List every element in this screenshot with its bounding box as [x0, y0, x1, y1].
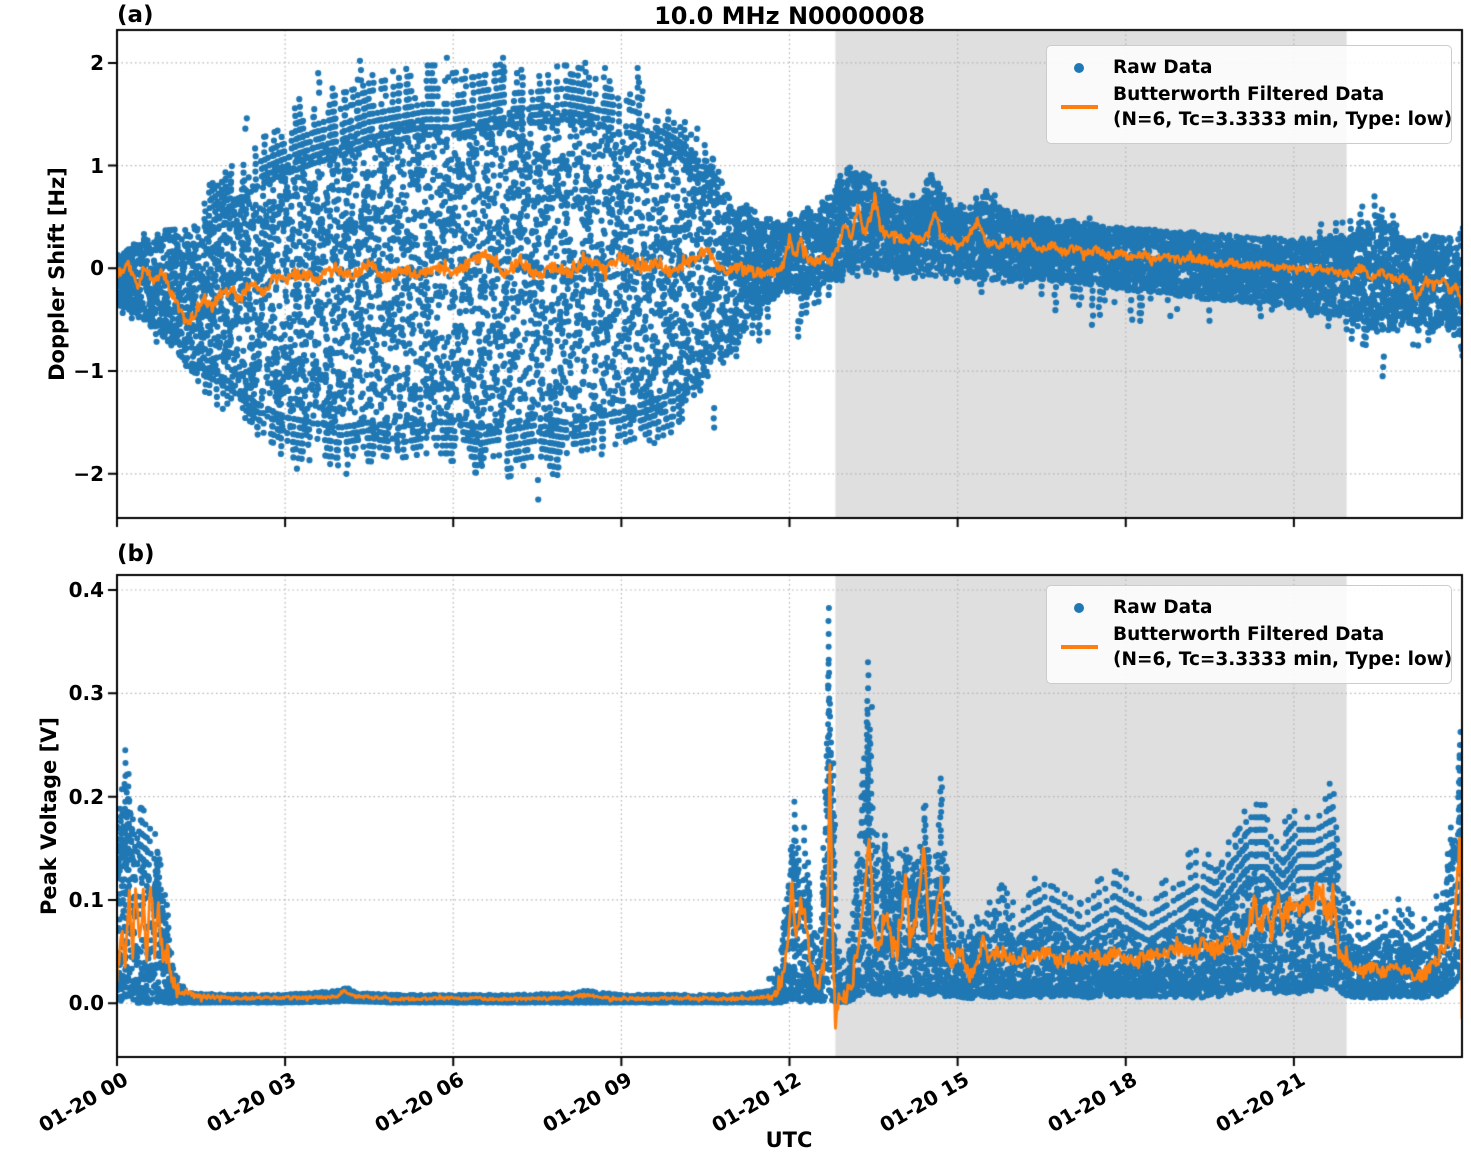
legend-entry-filtered: Butterworth Filtered Data (N=6, Tc=3.3333…	[1061, 622, 1452, 672]
legend-filtered-label: Butterworth Filtered Data (N=6, Tc=3.3333…	[1113, 82, 1452, 132]
filtered-line-swatch-icon	[1061, 105, 1098, 109]
legend-entry-raw: Raw Data	[1061, 55, 1441, 80]
raw-data-marker-handle	[1061, 62, 1113, 73]
filtered-line-handle	[1061, 105, 1113, 109]
legend-filtered-label-line1: Butterworth Filtered Data	[1113, 84, 1385, 105]
legend-raw-label: Raw Data	[1113, 597, 1213, 618]
legend-filtered-label-line2: (N=6, Tc=3.3333 min, Type: low)	[1113, 109, 1453, 130]
legend-raw-label: Raw Data	[1113, 57, 1213, 78]
legend-doppler: Raw Data Butterworth Filtered Data (N=6, …	[1046, 45, 1452, 144]
filtered-line-swatch-icon	[1061, 645, 1098, 649]
legend-filtered-label-line1: Butterworth Filtered Data	[1113, 624, 1385, 645]
raw-data-marker-handle	[1061, 602, 1113, 613]
raw-data-marker-icon	[1074, 602, 1084, 613]
raw-data-marker-icon	[1074, 62, 1084, 73]
legend-voltage: Raw Data Butterworth Filtered Data (N=6, …	[1046, 585, 1452, 684]
legend-entry-raw: Raw Data	[1061, 595, 1441, 620]
filtered-line-handle	[1061, 645, 1113, 649]
legend-entry-filtered: Butterworth Filtered Data (N=6, Tc=3.3333…	[1061, 82, 1452, 132]
legend-filtered-label-line2: (N=6, Tc=3.3333 min, Type: low)	[1113, 649, 1453, 670]
legend-filtered-label: Butterworth Filtered Data (N=6, Tc=3.3333…	[1113, 622, 1452, 672]
